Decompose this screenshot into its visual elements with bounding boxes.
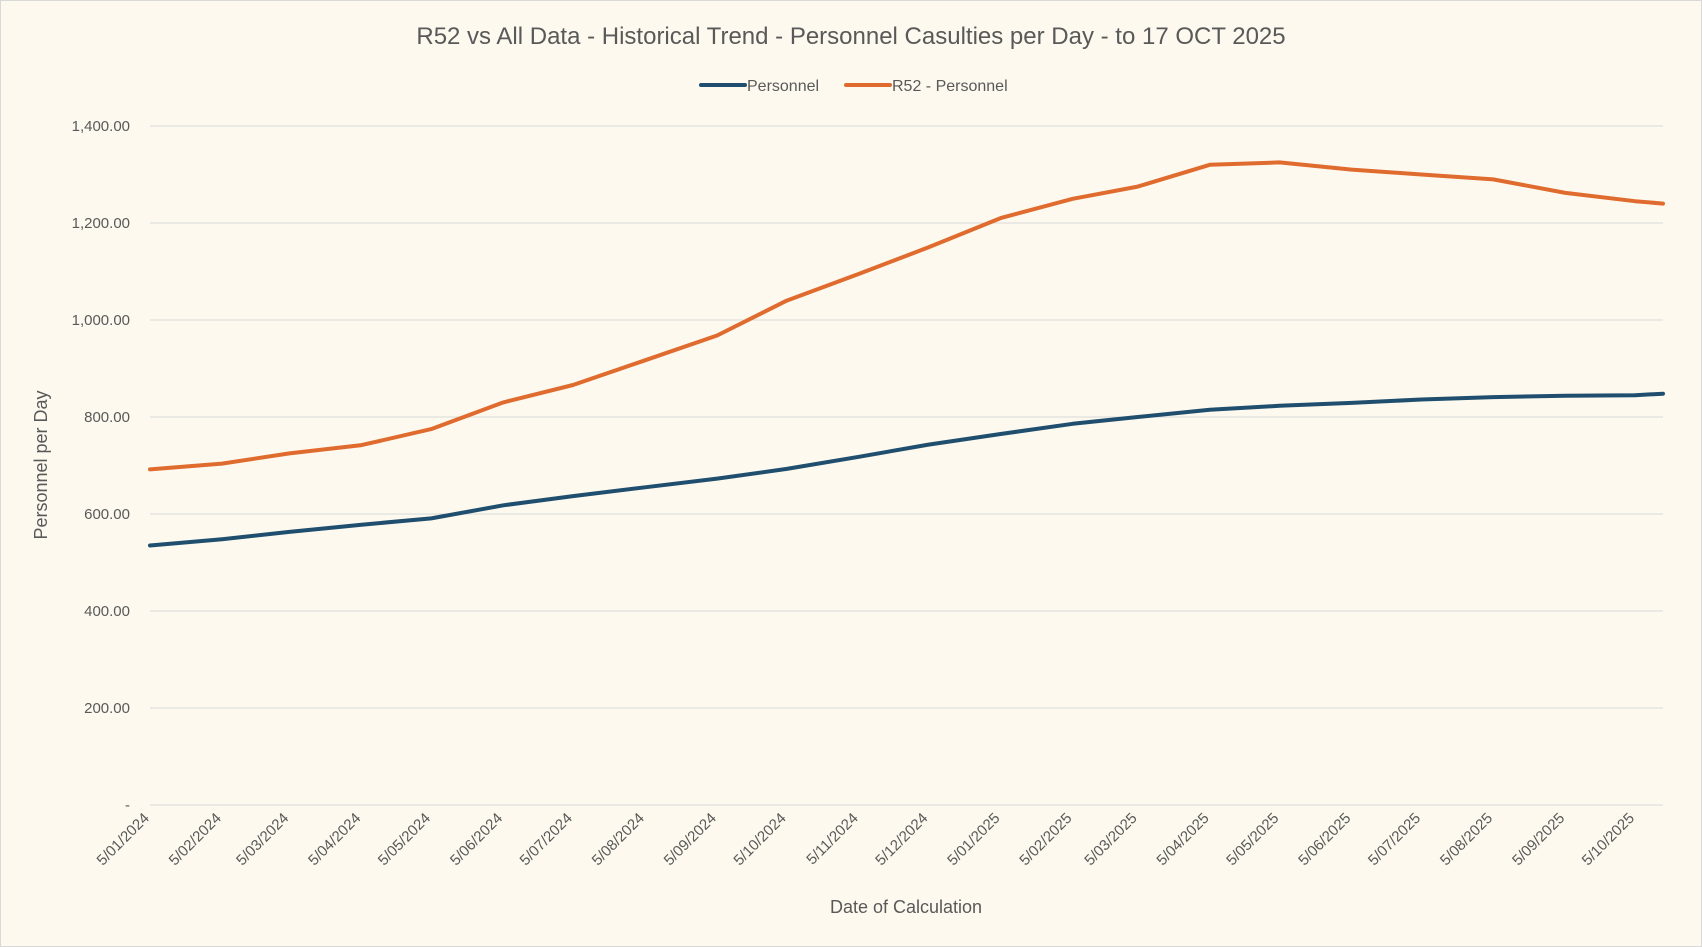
x-tick-label: 5/10/2025 — [1579, 810, 1638, 869]
y-tick-label: 1,200.00 — [72, 215, 130, 232]
x-tick-label: 5/06/2024 — [447, 810, 506, 869]
x-tick-label: 5/05/2024 — [375, 810, 434, 869]
x-tick-label: 5/07/2025 — [1365, 810, 1424, 869]
y-tick-label: 1,400.00 — [72, 118, 130, 135]
x-tick-label: 5/07/2024 — [517, 810, 576, 869]
x-axis-title: Date of Calculation — [830, 897, 982, 917]
x-tick-label: 5/03/2024 — [233, 810, 292, 869]
series-line-r52-personnel — [148, 160, 1665, 472]
y-tick-label: 600.00 — [84, 506, 130, 523]
series-line-personnel — [148, 391, 1665, 548]
y-tick-label: 200.00 — [84, 700, 130, 717]
gridlines — [150, 125, 1663, 806]
x-tick-label: 5/08/2024 — [589, 810, 648, 869]
x-tick-label: 5/09/2025 — [1509, 810, 1568, 869]
x-tick-label: 5/01/2024 — [94, 810, 153, 869]
y-tick-label: - — [125, 797, 130, 814]
x-tick-label: 5/09/2024 — [661, 810, 720, 869]
x-tick-label: 5/08/2025 — [1437, 810, 1496, 869]
x-tick-label: 5/04/2025 — [1153, 810, 1212, 869]
x-tick-label: 5/04/2024 — [305, 810, 364, 869]
x-tick-label: 5/01/2025 — [944, 810, 1003, 869]
x-tick-label: 5/10/2024 — [730, 810, 789, 869]
x-tick-label: 5/06/2025 — [1295, 810, 1354, 869]
x-tick-label: 5/11/2024 — [803, 810, 861, 868]
y-axis-title: Personnel per Day — [31, 390, 51, 539]
y-tick-label: 800.00 — [84, 409, 130, 426]
legend-label: R52 - Personnel — [892, 78, 1008, 95]
legend-label: Personnel — [747, 78, 819, 95]
y-tick-label: 1,000.00 — [72, 312, 130, 329]
y-tick-label: 400.00 — [84, 603, 130, 620]
x-tick-label: 5/05/2025 — [1223, 810, 1282, 869]
x-tick-label: 5/02/2025 — [1016, 810, 1075, 869]
x-tick-label: 5/03/2025 — [1081, 810, 1140, 869]
x-tick-label: 5/12/2024 — [872, 810, 931, 869]
y-axis-ticks: - 200.00 400.00 600.00 800.00 1,000.00 1,200.0… — [72, 118, 130, 814]
series-lines — [148, 160, 1665, 548]
x-axis-ticks: 5/01/2024 5/02/2024 5/03/2024 5/04/2024 5/05… — [94, 810, 1638, 869]
x-tick-label: 5/02/2024 — [166, 810, 225, 869]
chart-title: R52 vs All Data - Historical Trend - Per… — [416, 23, 1285, 50]
legend: Personnel R52 - Personnel — [699, 78, 1008, 95]
